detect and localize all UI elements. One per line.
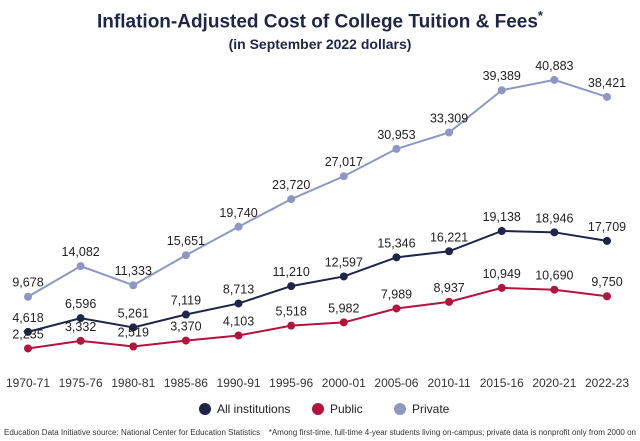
- data-point: [550, 228, 559, 237]
- data-point: [339, 318, 348, 327]
- x-tick-label: 2010-11: [428, 376, 471, 390]
- data-label: 10,690: [535, 269, 573, 283]
- data-label: 15,346: [377, 236, 415, 250]
- data-label: 5,982: [328, 301, 359, 315]
- x-tick-label: 1975-76: [59, 376, 103, 390]
- data-label: 19,138: [483, 210, 521, 224]
- data-label: 7,119: [171, 294, 201, 308]
- legend-label: Public: [330, 402, 363, 416]
- data-point: [234, 299, 243, 308]
- x-tick-label: 2015-16: [480, 376, 524, 390]
- data-point: [392, 304, 401, 313]
- data-label: 6,596: [65, 297, 96, 311]
- data-point: [603, 92, 611, 101]
- data-point: [287, 321, 296, 330]
- data-label: 15,651: [167, 234, 205, 248]
- legend-label: Private: [412, 402, 450, 416]
- data-label: 23,720: [272, 178, 310, 192]
- data-point: [339, 172, 348, 181]
- chart-title: Inflation-Adjusted Cost of College Tuiti…: [97, 8, 543, 33]
- x-tick-label: 1980-81: [111, 376, 155, 390]
- data-point: [76, 262, 85, 271]
- data-point: [24, 344, 32, 353]
- data-label: 39,389: [483, 69, 521, 83]
- data-point: [445, 128, 454, 137]
- data-label: 11,333: [115, 264, 152, 278]
- data-label: 14,082: [62, 245, 100, 259]
- data-label: 33,309: [430, 112, 468, 126]
- data-point: [392, 144, 401, 153]
- data-label: 12,597: [325, 255, 363, 269]
- data-label: 5,261: [118, 306, 149, 320]
- data-label: 38,421: [588, 76, 626, 90]
- data-point: [181, 310, 190, 319]
- data-label: 2,235: [12, 327, 43, 341]
- data-point: [181, 336, 190, 345]
- data-label: 40,883: [535, 59, 573, 73]
- source-note: Education Data Initiative source: Nation…: [4, 428, 261, 437]
- data-point: [129, 342, 138, 351]
- data-point: [497, 86, 506, 95]
- legend-marker: [394, 403, 406, 415]
- data-point: [497, 283, 506, 292]
- data-label: 7,989: [381, 287, 412, 301]
- legend-marker: [199, 403, 211, 415]
- legend-label: All institutions: [217, 402, 290, 416]
- footnote: *Among first-time, full-time 4-year stud…: [268, 428, 636, 437]
- data-point: [76, 314, 85, 323]
- x-tick-label: 2022-23: [585, 376, 629, 390]
- data-label: 3,370: [170, 320, 201, 334]
- data-label: 3,332: [65, 320, 96, 334]
- series-line: [27, 286, 608, 350]
- data-point: [287, 282, 296, 291]
- data-label: 18,946: [535, 211, 573, 225]
- data-point: [550, 75, 559, 84]
- data-label: 10,949: [483, 267, 521, 281]
- x-tick-label: 1990-91: [217, 376, 261, 390]
- data-label: 17,709: [588, 220, 626, 234]
- data-label: 8,937: [433, 281, 464, 295]
- data-point: [234, 331, 243, 340]
- data-point: [445, 297, 454, 306]
- data-point: [339, 272, 348, 281]
- data-point: [76, 336, 85, 345]
- data-label: 4,618: [12, 311, 43, 325]
- data-label: 9,750: [591, 275, 622, 289]
- series-line: [27, 78, 608, 298]
- data-label: 30,953: [377, 128, 415, 142]
- legend-marker: [312, 403, 324, 415]
- data-point: [603, 292, 611, 301]
- data-label: 8,713: [223, 282, 254, 296]
- data-label: 11,210: [273, 265, 310, 279]
- data-point: [129, 323, 138, 332]
- x-tick-label: 1970-71: [6, 376, 50, 390]
- data-point: [24, 327, 32, 336]
- x-tick-label: 2000-01: [322, 376, 366, 390]
- data-point: [497, 226, 506, 235]
- data-point: [129, 281, 138, 290]
- data-point: [445, 247, 454, 256]
- chart-subtitle: (in September 2022 dollars): [228, 36, 412, 52]
- data-point: [24, 292, 32, 301]
- data-label: 2,519: [118, 325, 149, 339]
- data-point: [181, 251, 190, 260]
- x-tick-label: 1985-86: [164, 376, 208, 390]
- data-point: [550, 285, 559, 294]
- data-point: [392, 253, 401, 262]
- data-point: [234, 222, 243, 231]
- x-tick-label: 2005-06: [374, 376, 418, 390]
- series-line: [27, 229, 608, 333]
- data-label: 5,518: [276, 305, 307, 319]
- data-label: 9,678: [12, 276, 43, 290]
- data-point: [287, 195, 296, 204]
- data-point: [603, 236, 611, 245]
- data-label: 4,103: [223, 314, 254, 328]
- data-label: 27,017: [325, 155, 363, 169]
- data-label: 16,221: [430, 230, 468, 244]
- data-label: 19,740: [219, 206, 257, 220]
- x-tick-label: 1995-96: [269, 376, 313, 390]
- x-tick-label: 2020-21: [532, 376, 576, 390]
